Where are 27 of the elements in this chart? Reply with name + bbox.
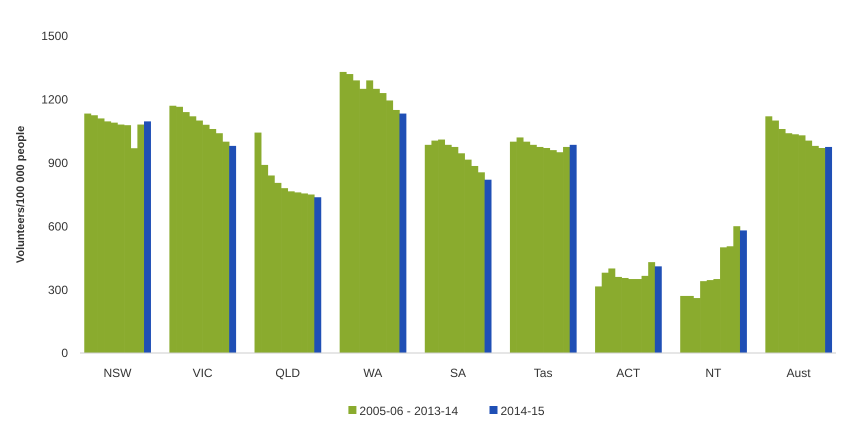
x-tick-label: WA [363,366,382,380]
legend-label: 2014-15 [500,404,545,418]
bar [484,180,492,353]
bar [399,114,406,353]
y-tick-label: 1200 [41,92,68,107]
bar [825,146,832,353]
bar [570,144,577,353]
bar [654,266,662,353]
x-tick-label: Tas [534,366,552,380]
y-tick-label: 0 [61,346,68,360]
x-tick-label: Aust [786,366,812,380]
x-tick-label: VIC [192,366,213,380]
y-axis-title: Volunteers/100 000 people [15,126,27,264]
x-tick-label: NSW [103,366,132,380]
y-tick-label: 1500 [41,29,68,44]
bar [740,230,747,353]
x-tick-label: QLD [275,366,300,380]
y-tick-label: 300 [48,282,68,297]
bar [144,121,151,353]
bar [229,146,236,353]
legend-label: 2005-06 - 2013-14 [359,404,458,418]
x-tick-label: ACT [616,366,641,380]
x-tick-label: NT [705,366,722,380]
x-tick-label: SA [450,366,466,380]
y-tick-label: 900 [48,156,68,170]
bar [314,197,322,353]
y-tick-label: 600 [48,219,68,234]
